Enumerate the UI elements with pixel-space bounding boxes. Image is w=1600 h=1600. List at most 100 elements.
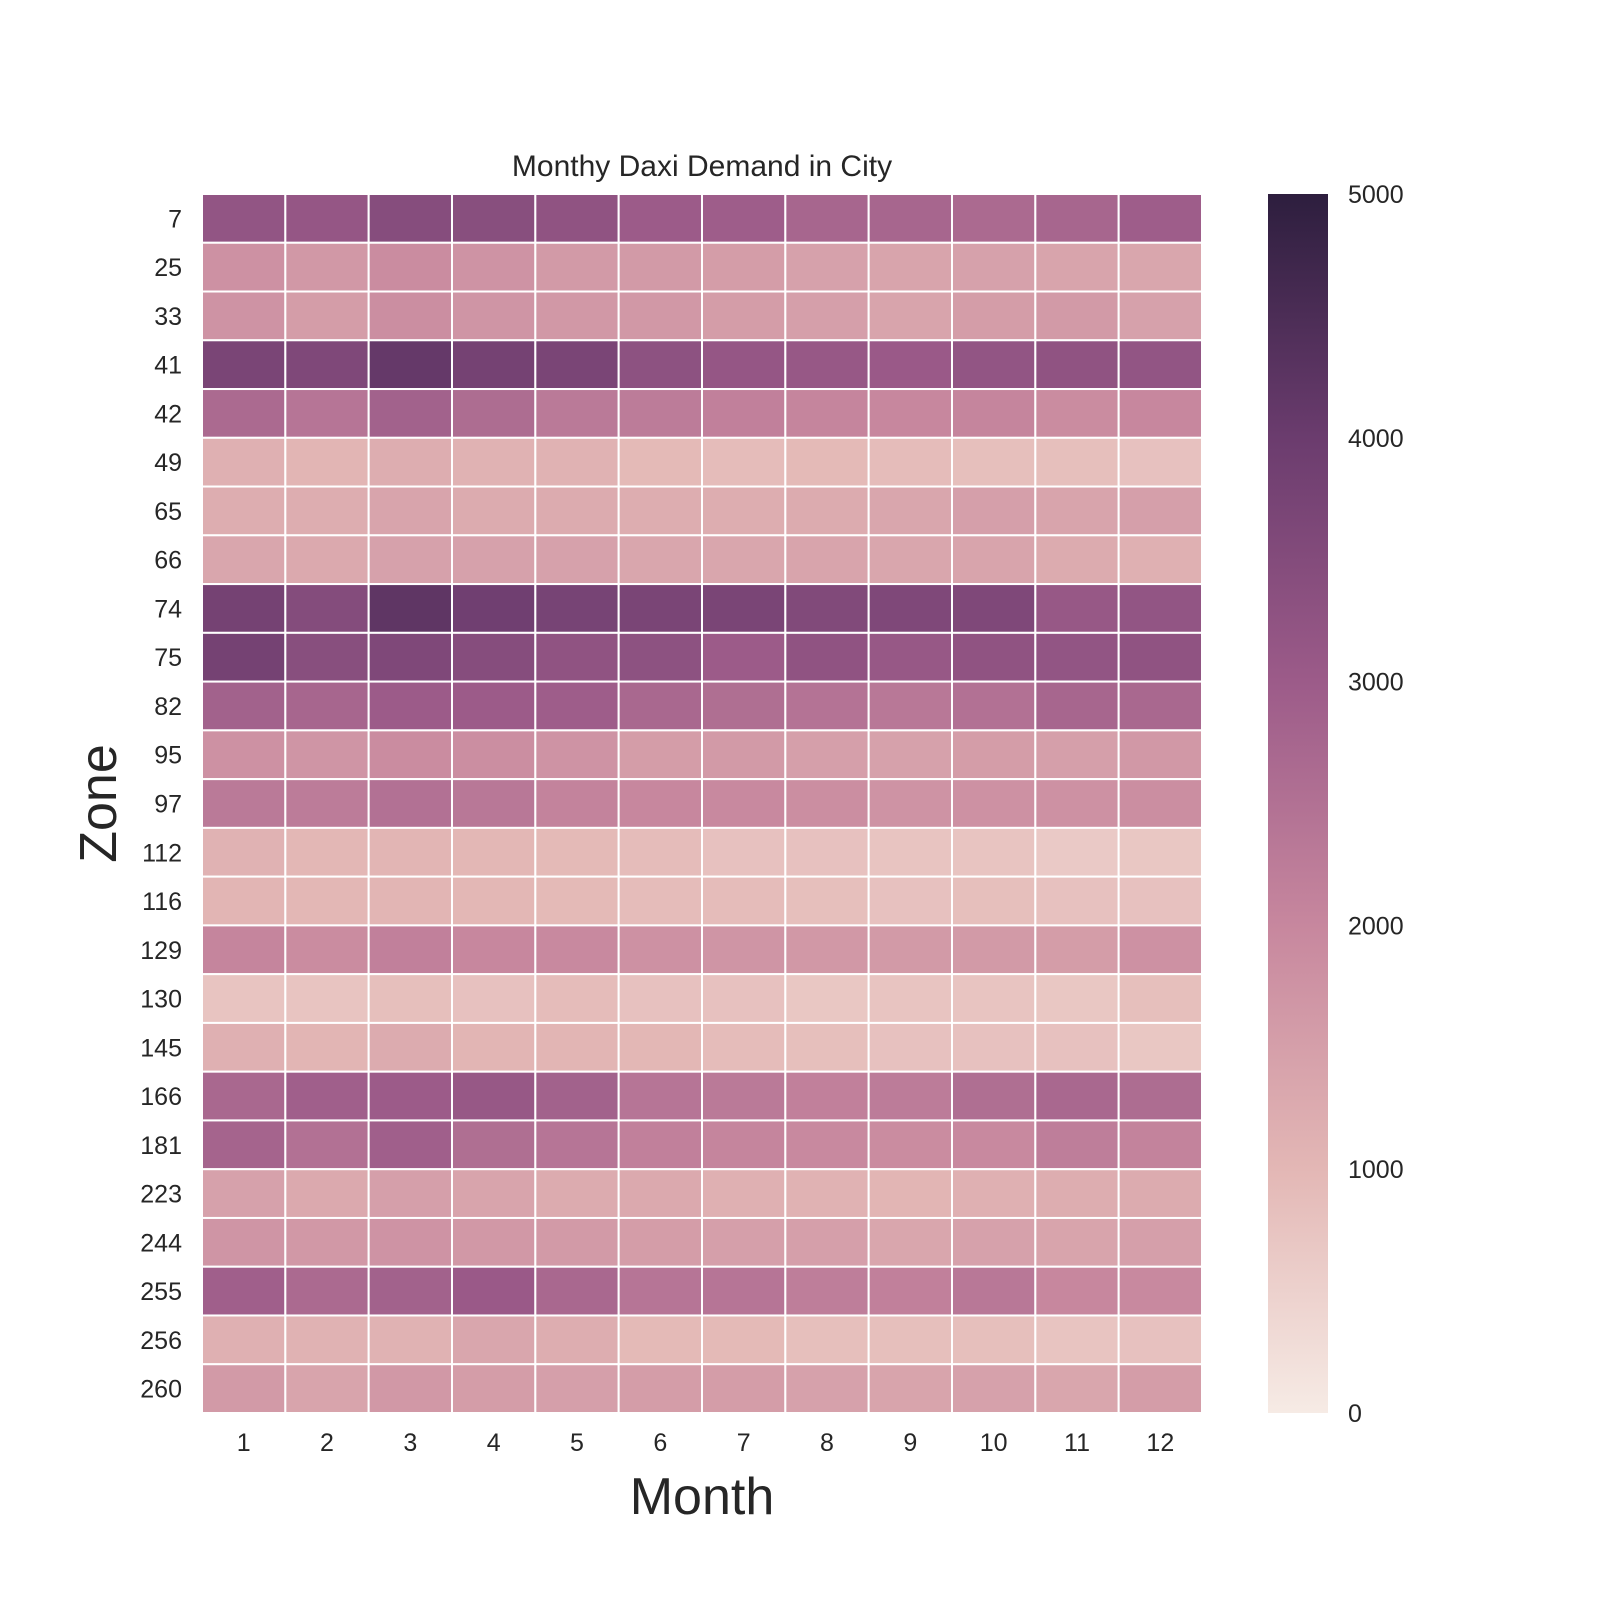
y-tick-label: 255 (140, 1278, 182, 1306)
heatmap-cell (1117, 485, 1203, 537)
heatmap-cell (284, 241, 370, 293)
heatmap-cell (701, 1265, 787, 1317)
heatmap-cell (867, 241, 954, 293)
heatmap-cell (367, 973, 453, 1024)
heatmap-cell (951, 485, 1037, 537)
heatmap-cell (367, 436, 453, 488)
heatmap-cell (367, 729, 453, 781)
heatmap-cell (784, 583, 870, 634)
x-tick-label: 6 (653, 1429, 667, 1457)
heatmap-cell (1034, 241, 1120, 293)
y-tick-label: 97 (154, 791, 182, 819)
heatmap-cell (784, 1314, 870, 1366)
heatmap-cell (201, 680, 287, 732)
heatmap-cell (451, 290, 537, 342)
heatmap-cell (284, 631, 370, 683)
heatmap-cell (1117, 1314, 1203, 1366)
heatmap-cell (1034, 826, 1120, 878)
heatmap-cell (617, 436, 704, 488)
heatmap-cell (617, 1314, 704, 1366)
heatmap-cell (1034, 1216, 1120, 1268)
heatmap-cell (201, 1216, 287, 1268)
y-tick-label: 25 (154, 254, 182, 282)
heatmap-cell (701, 973, 787, 1024)
heatmap-cell (867, 1314, 954, 1366)
heatmap-cell (1034, 290, 1120, 342)
heatmap-cell (201, 1119, 287, 1171)
heatmap-cell (534, 875, 620, 927)
y-tick-label: 74 (154, 595, 182, 623)
heatmap-cell (1034, 1314, 1120, 1366)
heatmap-cell (1117, 1363, 1203, 1414)
heatmap-cell (1117, 826, 1203, 878)
heatmap-cell (951, 1168, 1037, 1219)
heatmap-cell (201, 729, 287, 781)
heatmap-cell (951, 388, 1037, 439)
heatmap-cell (367, 1070, 453, 1122)
heatmap-cell (284, 388, 370, 439)
heatmap-cell (1034, 534, 1120, 586)
x-tick-label: 8 (820, 1429, 834, 1457)
heatmap-cell (784, 1363, 870, 1414)
heatmap-cell (617, 388, 704, 439)
heatmap-cell (951, 924, 1037, 976)
heatmap-cell (367, 534, 453, 586)
heatmap-cell (617, 778, 704, 829)
heatmap-cell (617, 1216, 704, 1268)
x-tick-label: 5 (570, 1429, 584, 1457)
heatmap-cell (1034, 973, 1120, 1024)
heatmap-cell (951, 1021, 1037, 1073)
y-tick-label: 260 (140, 1376, 182, 1404)
heatmap-cell (1034, 1021, 1120, 1073)
heatmap-cell (1117, 729, 1203, 781)
heatmap-cell (1034, 778, 1120, 829)
heatmap-cell (284, 485, 370, 537)
heatmap-cell (534, 290, 620, 342)
heatmap-cell (867, 875, 954, 927)
heatmap-cell (617, 1070, 704, 1122)
heatmap-cell (784, 388, 870, 439)
heatmap-cell (1117, 924, 1203, 976)
heatmap-cell (784, 1168, 870, 1219)
heatmap-cell (534, 631, 620, 683)
heatmap-cell (284, 1070, 370, 1122)
heatmap-cell (784, 1021, 870, 1073)
heatmap-cell (1034, 729, 1120, 781)
heatmap-cell (451, 973, 537, 1024)
heatmap-cell (451, 778, 537, 829)
heatmap-cell (951, 193, 1037, 244)
heatmap-cell (201, 826, 287, 878)
heatmap-cell (201, 1168, 287, 1219)
heatmap-cell (951, 826, 1037, 878)
heatmap-cell (284, 729, 370, 781)
y-tick-label: 7 (168, 205, 182, 233)
heatmap-cell (1117, 1168, 1203, 1219)
heatmap-cell (451, 1119, 537, 1171)
heatmap-cell (534, 241, 620, 293)
y-tick-labels: 7 25 33 41 42 49 65 66 74 75 82 95 97 112 116 129 130 145… (140, 205, 182, 1403)
heatmap-cell (534, 1119, 620, 1171)
heatmap-cell (284, 778, 370, 829)
heatmap-cell (867, 1070, 954, 1122)
heatmap-cell (1034, 1363, 1120, 1414)
heatmap-cell (1034, 339, 1120, 391)
heatmap-cell (701, 680, 787, 732)
heatmap-cell (201, 193, 287, 244)
heatmap-cell (867, 631, 954, 683)
heatmap-cell (534, 1363, 620, 1414)
y-tick-label: 181 (140, 1132, 182, 1160)
heatmap-cell (867, 534, 954, 586)
heatmap-cell (1034, 875, 1120, 927)
colorbar-tick-labels: 0 1000 2000 3000 4000 5000 (1348, 181, 1404, 1428)
heatmap-cell (451, 583, 537, 634)
heatmap-cell (951, 631, 1037, 683)
heatmap-cell (701, 1363, 787, 1414)
heatmap-cell (867, 826, 954, 878)
heatmap-cell (451, 1363, 537, 1414)
heatmap-cell (784, 1070, 870, 1122)
heatmap-cell (951, 729, 1037, 781)
heatmap-cell (867, 1119, 954, 1171)
heatmap-cell (367, 1363, 453, 1414)
heatmap-cell (1117, 241, 1203, 293)
x-tick-label: 1 (237, 1429, 251, 1457)
